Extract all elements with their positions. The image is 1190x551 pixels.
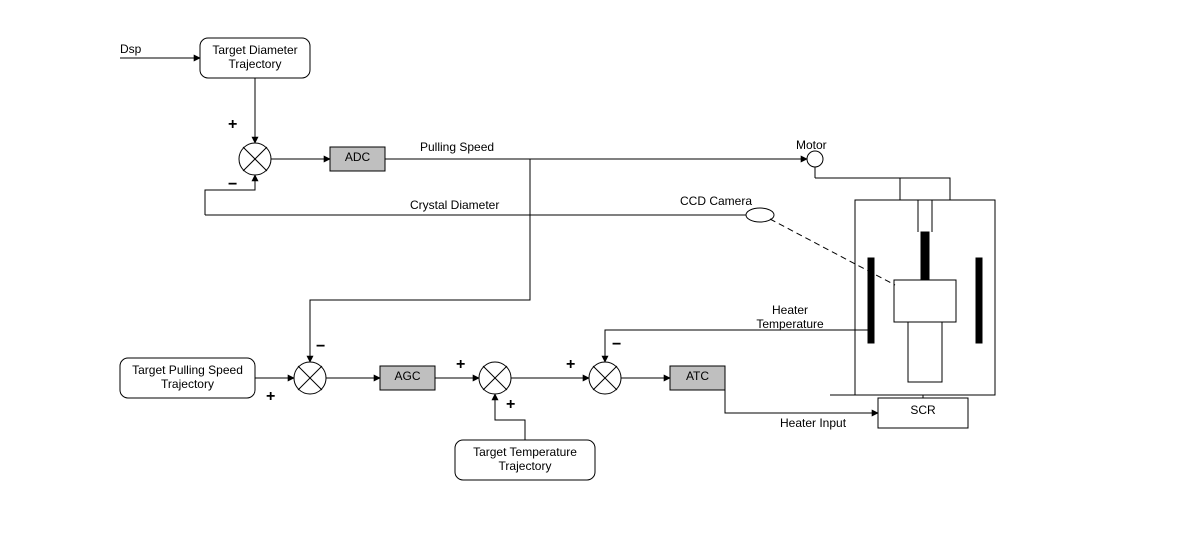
heater-temp-label: Heater Temperature bbox=[745, 304, 835, 332]
ccd-camera-icon bbox=[746, 208, 774, 222]
sum2-minus: − bbox=[316, 338, 325, 356]
sum3-plus-left: + bbox=[456, 356, 465, 374]
sum4-plus-left: + bbox=[566, 356, 575, 374]
diagram-canvas: Dsp Target Diameter Trajectory Target Pu… bbox=[0, 0, 1190, 551]
ccd-camera-label: CCD Camera bbox=[680, 194, 752, 208]
target-temp-label: Target Temperature Trajectory bbox=[460, 446, 590, 474]
edge-pullspeed-to-sum2 bbox=[310, 159, 530, 362]
sum2-junction bbox=[294, 362, 326, 394]
sum1-junction bbox=[239, 143, 271, 175]
pulling-speed-label: Pulling Speed bbox=[420, 140, 494, 154]
heater-input-label: Heater Input bbox=[780, 416, 846, 430]
motor-circle bbox=[807, 151, 823, 167]
sum3-junction bbox=[479, 362, 511, 394]
furnace-assembly bbox=[830, 178, 995, 395]
target-diameter-label: Target Diameter Trajectory bbox=[205, 44, 305, 72]
crystal-diameter-label: Crystal Diameter bbox=[410, 198, 499, 212]
sum1-plus: + bbox=[228, 116, 237, 134]
scr-label: SCR bbox=[878, 404, 968, 418]
sum3-plus-bottom: + bbox=[506, 396, 515, 414]
edge-heatertemp-to-sum4 bbox=[605, 330, 871, 362]
sum1-minus: − bbox=[228, 176, 237, 194]
motor-label: Motor bbox=[796, 138, 827, 152]
atc-label: ATC bbox=[670, 370, 725, 384]
diagram-svg bbox=[0, 0, 1190, 551]
agc-label: AGC bbox=[380, 370, 435, 384]
sum4-minus-top: − bbox=[612, 336, 621, 354]
dsp-label: Dsp bbox=[120, 42, 141, 56]
adc-label: ADC bbox=[330, 151, 385, 165]
sum4-junction bbox=[589, 362, 621, 394]
target-pull-label: Target Pulling Speed Trajectory bbox=[125, 364, 250, 392]
sum2-plus: + bbox=[266, 388, 275, 406]
